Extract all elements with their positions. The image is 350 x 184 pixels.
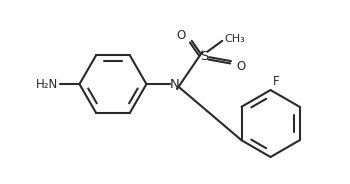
Text: CH₃: CH₃ [224, 34, 245, 44]
Text: O: O [177, 29, 186, 42]
Text: S: S [200, 50, 209, 63]
Text: N: N [170, 78, 180, 91]
Text: O: O [236, 60, 245, 73]
Text: H₂N: H₂N [36, 78, 58, 91]
Text: F: F [273, 75, 279, 88]
